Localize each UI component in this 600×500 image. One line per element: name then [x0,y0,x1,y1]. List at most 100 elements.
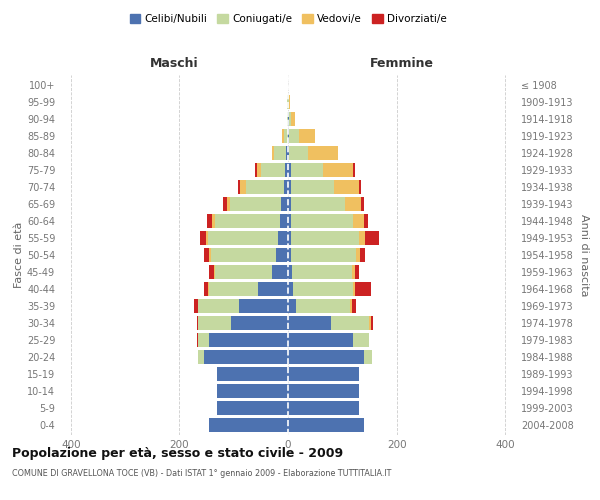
Bar [274,146,286,160]
Bar [231,316,288,330]
Bar [199,350,204,364]
Text: Maschi: Maschi [149,57,199,70]
Bar [288,316,331,330]
Bar [353,163,355,177]
Bar [240,180,245,194]
Y-axis label: Anni di nascita: Anni di nascita [579,214,589,296]
Y-axis label: Fasce di età: Fasce di età [14,222,24,288]
Bar [208,282,209,296]
Bar [209,265,214,279]
Bar [282,129,284,143]
Bar [288,163,291,177]
Bar [199,299,239,313]
Bar [285,163,288,177]
Bar [288,146,289,160]
Bar [352,265,355,279]
Bar [370,316,371,330]
Bar [257,163,261,177]
Bar [238,180,240,194]
Bar [299,129,315,143]
Text: COMUNE DI GRAVELLONA TOCE (VB) - Dati ISTAT 1° gennaio 2009 - Elaborazione TUTTI: COMUNE DI GRAVELLONA TOCE (VB) - Dati IS… [12,469,391,478]
Bar [209,333,288,347]
Bar [280,214,288,228]
Bar [289,112,291,126]
Bar [239,299,288,313]
Bar [214,265,215,279]
Bar [353,214,364,228]
Bar [355,265,359,279]
Bar [371,316,373,330]
Bar [209,282,258,296]
Bar [230,197,281,211]
Bar [217,384,288,398]
Bar [261,163,285,177]
Bar [197,316,199,330]
Bar [355,282,371,296]
Bar [296,299,350,313]
Bar [308,146,338,160]
Bar [204,282,208,296]
Bar [288,112,289,126]
Bar [331,316,370,330]
Bar [206,214,212,228]
Text: Femmine: Femmine [370,57,434,70]
Bar [364,214,368,228]
Bar [288,265,292,279]
Bar [272,265,288,279]
Bar [289,95,290,109]
Bar [291,163,323,177]
Bar [288,350,364,364]
Bar [208,231,278,245]
Bar [291,248,356,262]
Bar [289,146,308,160]
Bar [292,265,352,279]
Bar [291,231,359,245]
Bar [287,112,288,126]
Legend: Celibi/Nubili, Coniugati/e, Vedovi/e, Divorziati/e: Celibi/Nubili, Coniugati/e, Vedovi/e, Di… [125,10,451,29]
Bar [288,367,359,381]
Bar [288,384,359,398]
Bar [200,231,206,245]
Bar [199,316,231,330]
Bar [212,214,215,228]
Text: Popolazione per età, sesso e stato civile - 2009: Popolazione per età, sesso e stato civil… [12,448,343,460]
Bar [323,163,353,177]
Bar [223,197,227,211]
Bar [288,248,291,262]
Bar [206,231,208,245]
Bar [353,282,355,296]
Bar [350,299,352,313]
Bar [217,401,288,415]
Bar [288,231,291,245]
Bar [209,248,211,262]
Bar [204,350,288,364]
Bar [288,180,291,194]
Bar [288,401,359,415]
Bar [197,333,199,347]
Bar [209,418,288,432]
Bar [288,299,296,313]
Bar [276,248,288,262]
Bar [288,214,291,228]
Bar [288,197,291,211]
Bar [359,180,361,194]
Bar [291,180,334,194]
Bar [334,180,359,194]
Bar [360,248,365,262]
Bar [258,282,288,296]
Bar [256,163,257,177]
Bar [286,146,288,160]
Bar [345,197,361,211]
Bar [288,333,353,347]
Bar [194,299,198,313]
Bar [215,214,280,228]
Bar [217,367,288,381]
Bar [365,231,379,245]
Bar [284,180,288,194]
Bar [359,231,365,245]
Bar [204,248,209,262]
Bar [281,197,288,211]
Bar [352,299,356,313]
Bar [353,333,370,347]
Bar [278,231,288,245]
